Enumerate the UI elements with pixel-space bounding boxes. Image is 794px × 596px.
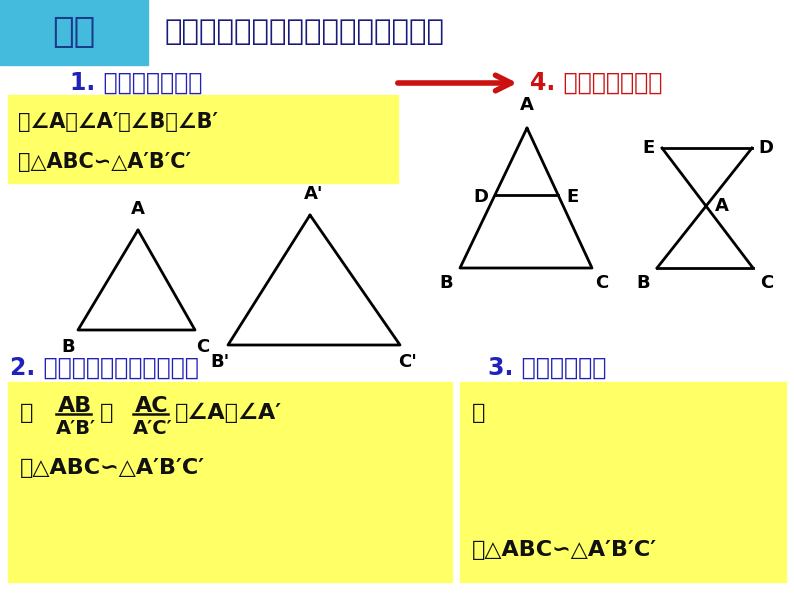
Text: B: B	[636, 274, 649, 292]
Bar	[8, 95, 398, 183]
Text: E: E	[642, 139, 654, 157]
Text: B': B'	[210, 353, 229, 371]
Text: 4. 见平行，想相似: 4. 见平行，想相似	[530, 71, 662, 95]
Text: A: A	[131, 200, 145, 218]
Text: 则△ABC∽△A′B′C′: 则△ABC∽△A′B′C′	[20, 458, 205, 478]
Text: A: A	[715, 197, 729, 215]
Text: 3. 找三边成比例: 3. 找三边成比例	[488, 356, 607, 380]
Text: 若: 若	[20, 403, 33, 423]
Bar	[0, 0, 148, 65]
Text: 若∠A＝∠A′，∠B＝∠B′: 若∠A＝∠A′，∠B＝∠B′	[18, 112, 218, 132]
Text: 回顾: 回顾	[52, 15, 95, 49]
Text: C': C'	[399, 353, 418, 371]
Text: B: B	[439, 274, 453, 292]
Text: ，∠A＝∠A′: ，∠A＝∠A′	[175, 403, 282, 423]
Text: AC: AC	[135, 396, 168, 416]
Text: 1. 找两角对应相等: 1. 找两角对应相等	[70, 71, 202, 95]
Text: 2. 找两边成比例且夹角相等: 2. 找两边成比例且夹角相等	[10, 356, 198, 380]
Text: A: A	[520, 96, 534, 114]
Text: A′B′: A′B′	[56, 418, 96, 437]
Text: 则△ABC∽△A′B′C′: 则△ABC∽△A′B′C′	[472, 540, 657, 560]
Text: 若: 若	[472, 403, 485, 423]
Bar	[460, 382, 786, 582]
Text: 判定两个三角形相似的方法有哪些？: 判定两个三角形相似的方法有哪些？	[165, 18, 445, 46]
Text: ＝: ＝	[100, 403, 114, 423]
Text: C: C	[596, 274, 609, 292]
Text: D: D	[473, 188, 488, 206]
Text: C: C	[196, 338, 210, 356]
Text: C: C	[761, 274, 773, 292]
Text: AB: AB	[58, 396, 92, 416]
Text: E: E	[566, 188, 578, 206]
Text: B: B	[61, 338, 75, 356]
Text: D: D	[758, 139, 773, 157]
Text: A': A'	[304, 185, 324, 203]
Text: A′C′: A′C′	[133, 418, 173, 437]
Text: 则△ABC∽△A′B′C′: 则△ABC∽△A′B′C′	[18, 152, 191, 172]
Bar	[8, 382, 452, 582]
